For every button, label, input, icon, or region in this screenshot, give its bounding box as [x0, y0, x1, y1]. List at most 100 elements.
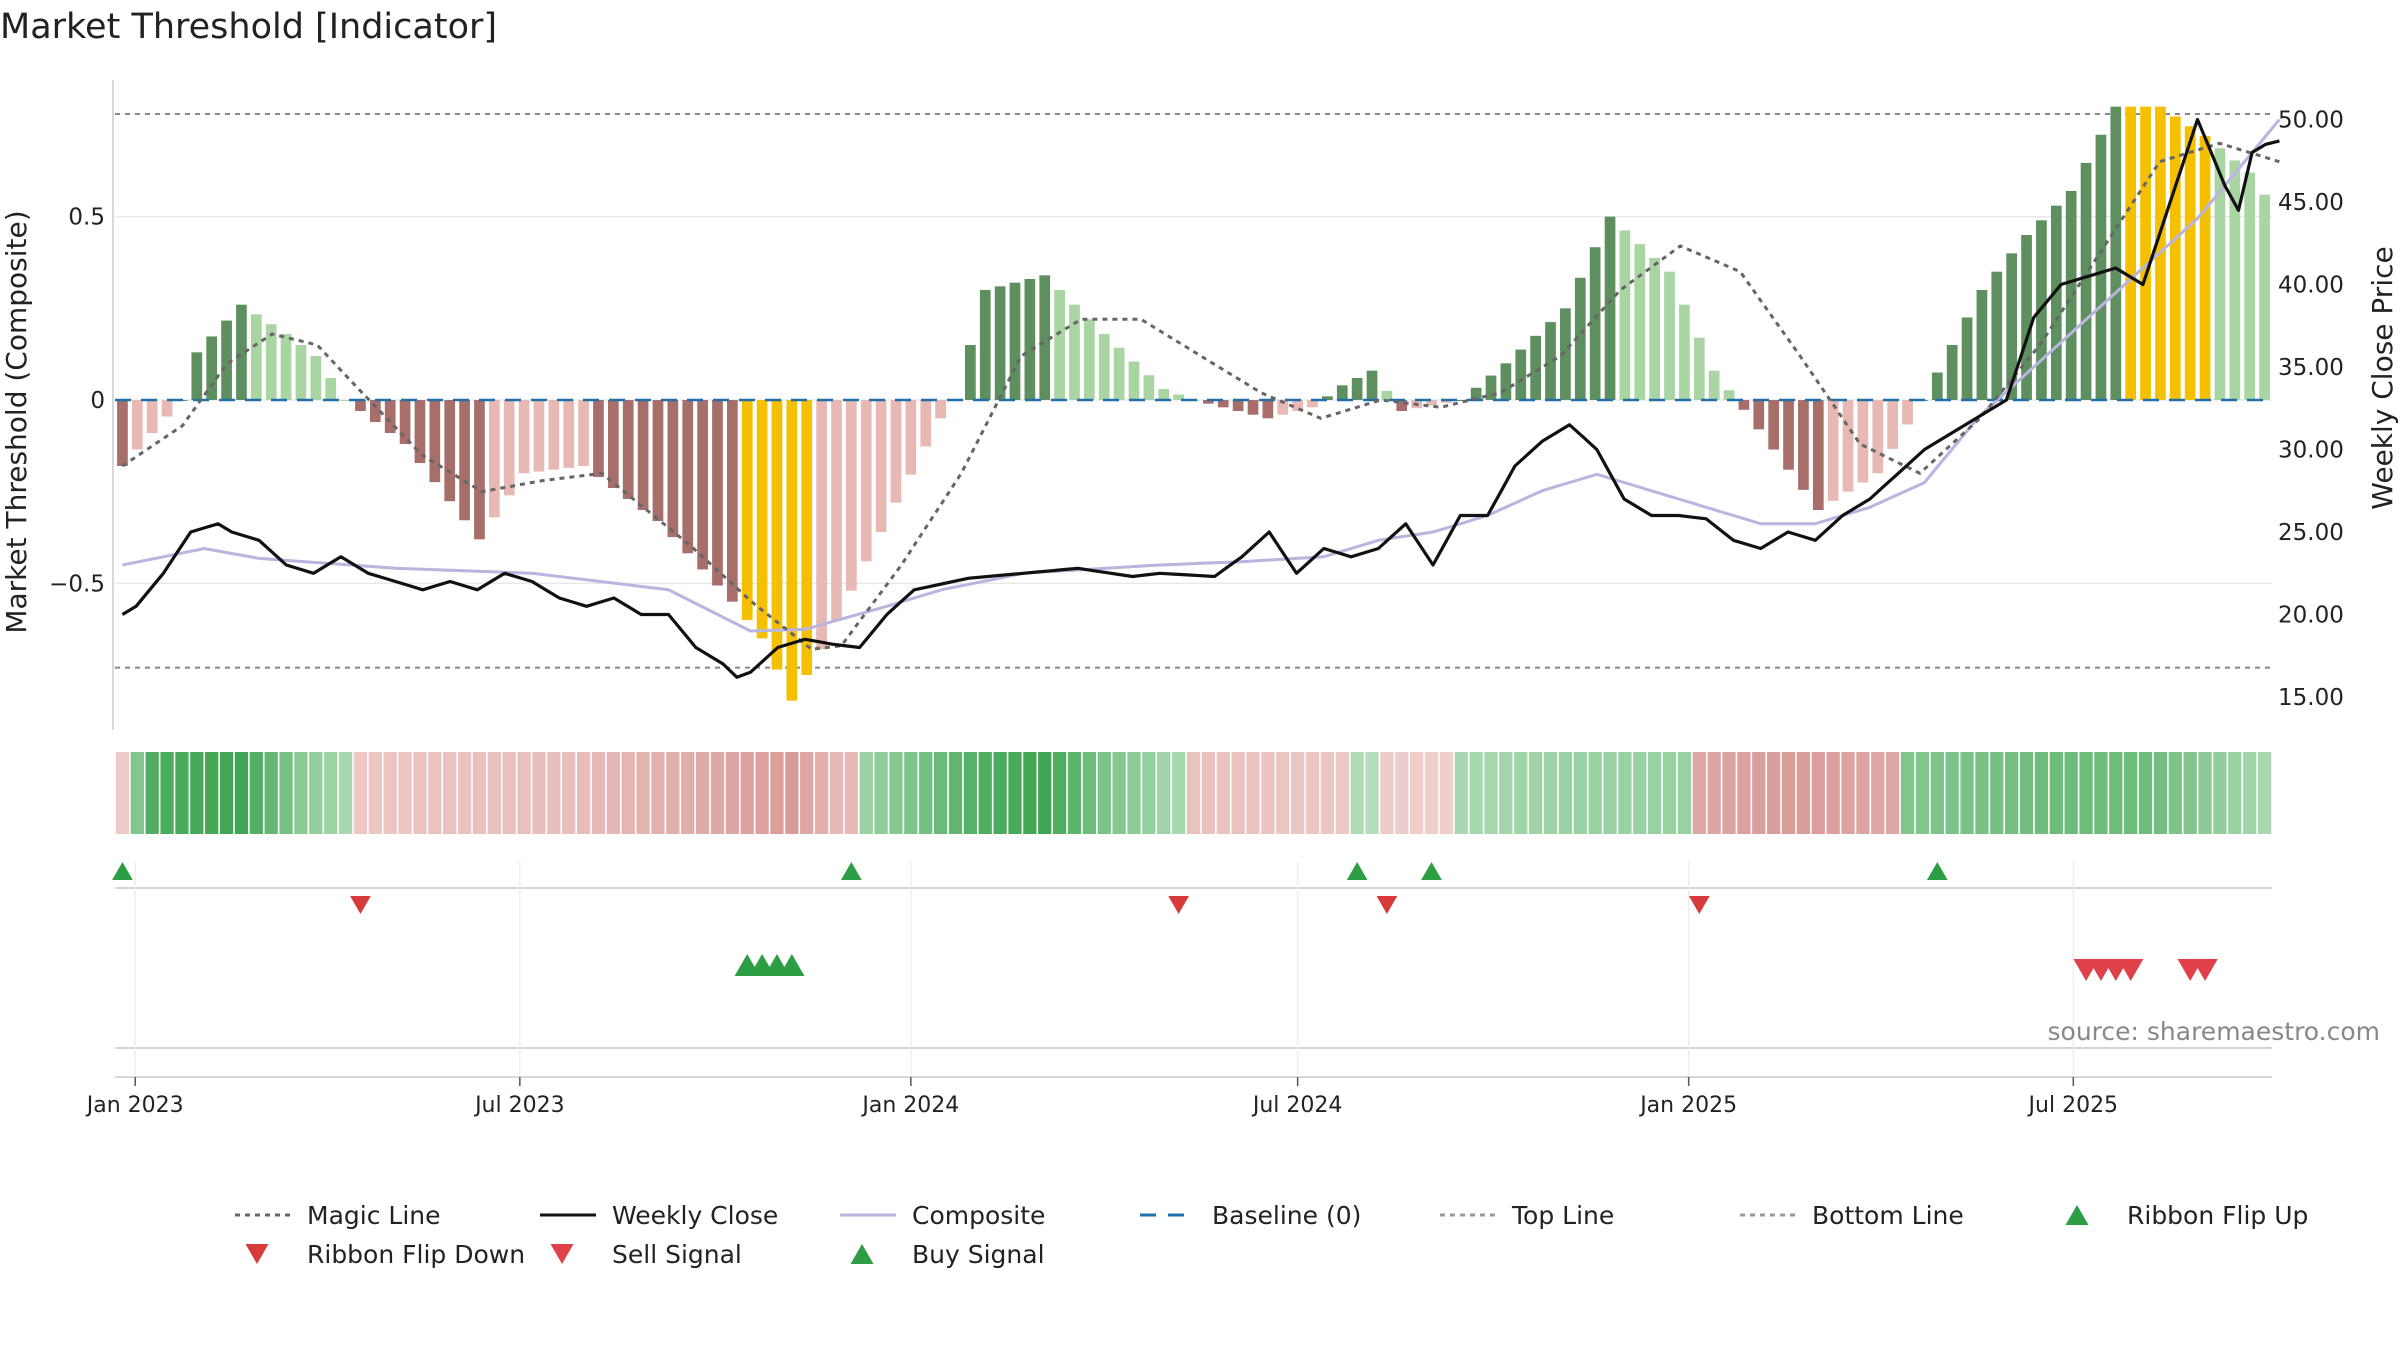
ribbon-cell: [1380, 752, 1394, 834]
histogram-bar: [1292, 400, 1303, 411]
buy-signal-marker: [779, 954, 805, 976]
histogram-bar: [221, 320, 232, 400]
histogram-bar: [1441, 400, 1452, 403]
legend-label: Bottom Line: [1812, 1201, 1964, 1230]
ribbon-cell: [428, 752, 442, 834]
histogram-bar: [414, 400, 426, 464]
histogram-bar: [131, 400, 143, 450]
histogram-bar: [1991, 271, 2003, 400]
ribbon-cell: [1261, 752, 1275, 834]
ribbon-cell: [606, 752, 620, 834]
histogram-bar: [236, 304, 247, 400]
ribbon-cell: [874, 752, 888, 834]
histogram-bar: [1604, 216, 1616, 400]
histogram-bar: [607, 400, 619, 488]
ribbon-cell: [115, 752, 130, 834]
histogram-bar: [1545, 322, 1556, 400]
source-label: source: sharemaestro.com: [2048, 1017, 2381, 1046]
ribbon-cell: [398, 752, 412, 834]
histogram-bar: [117, 400, 128, 466]
histogram-bar: [965, 345, 976, 400]
legend-item: Bottom Line: [1740, 1201, 1964, 1230]
histogram-bar: [622, 400, 634, 499]
ribbon-cell: [651, 752, 665, 834]
ribbon-cell: [383, 752, 397, 834]
ribbon-cell: [1142, 752, 1156, 834]
date-tick-label: Jan 2023: [85, 1093, 184, 1118]
histogram-bar: [2125, 106, 2137, 401]
legend-item: Buy Signal: [850, 1240, 1045, 1269]
histogram-bar: [831, 400, 842, 620]
histogram-bar: [801, 400, 813, 675]
legend-item: Ribbon Flip Down: [245, 1240, 525, 1269]
ribbon-cell: [695, 752, 710, 834]
histogram-bar: [637, 400, 649, 510]
histogram-bar: [399, 400, 411, 444]
histogram-bar: [2229, 160, 2241, 400]
ribbon-cell: [1216, 752, 1230, 834]
histogram-bar: [488, 400, 500, 518]
histogram-bar: [1203, 400, 1214, 404]
magic-line: [121, 141, 2280, 651]
histogram-bar: [875, 400, 887, 532]
histogram-bar: [1798, 400, 1809, 490]
legend-item: Top Line: [1440, 1201, 1614, 1230]
ribbon-cell: [2109, 752, 2123, 834]
histogram-bar: [206, 336, 218, 400]
date-axis: Jan 2023 Jul 2023 Jan 2024 Jul 2024 Jan 2025…: [85, 1077, 2118, 1118]
ribbon-cell: [353, 752, 368, 834]
left-tick-label: −0.5: [49, 571, 105, 597]
ribbon-cell: [1573, 752, 1587, 834]
histogram-bar: [2140, 106, 2151, 401]
histogram-bar: [786, 400, 798, 701]
histogram-bar: [1946, 345, 1958, 400]
ribbon-cell: [130, 752, 144, 834]
ribbon-cell: [1454, 752, 1468, 834]
ribbon-cell: [1231, 752, 1245, 834]
axes-layer: 0.5 0 −0.5 50.00 45.00 40.00 35.00 30.00 25.00 20…: [0, 80, 2399, 730]
histogram-bar: [2214, 148, 2226, 400]
ribbon-cell: [443, 752, 457, 834]
histogram-bar: [1098, 334, 1110, 400]
ribbon-cell: [1826, 752, 1840, 834]
ribbon-cell: [562, 752, 576, 834]
right-tick-label: 50.00: [2278, 108, 2344, 134]
histogram-bar: [1500, 363, 1512, 400]
ribbon-cell: [1960, 752, 1974, 834]
histogram-bar: [1322, 396, 1333, 400]
histogram-bar: [905, 400, 917, 475]
histogram-bar: [1842, 400, 1854, 492]
histogram-bar: [1679, 304, 1690, 400]
histogram-bar: [161, 400, 173, 417]
ribbon-cell: [666, 752, 680, 834]
ribbon-cell: [1201, 752, 1216, 834]
histogram-bar: [191, 352, 203, 400]
histogram-bar: [979, 290, 991, 400]
histogram-bar: [920, 400, 932, 447]
histogram-bar: [2006, 253, 2018, 400]
histogram-bar: [1084, 319, 1095, 400]
right-tick-label: 40.00: [2278, 273, 2344, 299]
ribbon-cell: [324, 752, 338, 834]
ribbon-cell: [829, 752, 844, 834]
ribbon-cell: [2079, 752, 2093, 834]
ribbon-cell: [1157, 752, 1171, 834]
right-tick-label: 30.00: [2278, 438, 2344, 464]
ribbon-cell: [591, 752, 606, 834]
left-axis-title: Market Threshold (Composite): [0, 210, 33, 633]
ribbon-cell: [919, 752, 933, 834]
ribbon-cell: [1246, 752, 1260, 834]
histogram-bar: [2110, 106, 2122, 401]
histogram-bar: [682, 400, 694, 554]
ribbon-cell: [413, 752, 427, 834]
ribbon-cell: [294, 752, 308, 834]
legend-label: Baseline (0): [1212, 1201, 1361, 1230]
ribbon-cell: [1424, 752, 1439, 834]
legend-label: Top Line: [1511, 1201, 1614, 1230]
ribbon-cell: [2243, 752, 2257, 834]
histogram-bar: [726, 400, 738, 602]
ribbon-cell: [2064, 752, 2078, 834]
date-tick-label: Jul 2024: [1251, 1093, 1343, 1118]
ribbon-cell: [1276, 752, 1290, 834]
histogram-bar: [1024, 279, 1036, 400]
